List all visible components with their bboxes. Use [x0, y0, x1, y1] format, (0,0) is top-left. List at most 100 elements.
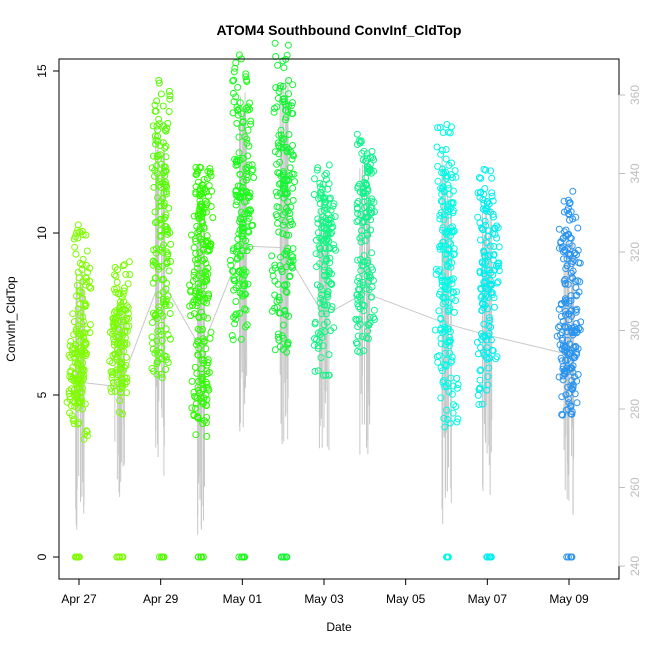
- data-point: [358, 227, 365, 235]
- data-point: [230, 98, 238, 106]
- data-point: [73, 325, 81, 333]
- data-point: [241, 290, 249, 298]
- data-point: [487, 336, 495, 344]
- data-point: [286, 272, 294, 280]
- data-point: [355, 303, 363, 311]
- data-point: [75, 274, 83, 282]
- data-point: [369, 266, 377, 274]
- data-point: [495, 267, 503, 275]
- data-point: [244, 227, 252, 235]
- data-point: [440, 211, 448, 219]
- data-point: [229, 89, 237, 97]
- data-point: [163, 124, 171, 132]
- data-point: [477, 174, 485, 182]
- data-point: [156, 227, 164, 234]
- zero-point: [238, 553, 245, 561]
- data-point: [158, 276, 166, 284]
- data-point: [483, 207, 490, 215]
- data-point: [201, 268, 209, 276]
- data-point: [353, 130, 361, 138]
- data-point: [485, 329, 493, 337]
- data-point: [561, 322, 569, 330]
- data-point: [107, 368, 115, 376]
- data-point: [203, 277, 211, 285]
- data-point: [324, 291, 332, 298]
- data-point: [106, 357, 114, 365]
- data-point: [65, 390, 73, 398]
- data-point: [444, 380, 452, 387]
- data-point: [326, 194, 334, 202]
- data-point: [149, 345, 157, 353]
- data-point: [275, 336, 283, 344]
- data-point: [193, 170, 201, 178]
- data-point: [155, 182, 163, 189]
- data-point: [289, 196, 297, 204]
- data-point: [555, 373, 563, 381]
- data-point: [480, 278, 488, 286]
- data-point: [473, 338, 481, 346]
- data-point: [438, 281, 446, 289]
- data-point: [288, 170, 296, 178]
- data-point: [243, 78, 251, 85]
- data-point: [285, 131, 293, 138]
- data-point: [231, 320, 239, 328]
- y-tick-label: 15: [35, 64, 49, 78]
- data-point: [445, 342, 453, 350]
- data-point: [114, 266, 121, 274]
- data-point: [155, 263, 163, 271]
- data-point: [442, 294, 449, 301]
- data-point: [363, 181, 371, 189]
- zero-point: [486, 553, 494, 561]
- data-point: [490, 224, 498, 232]
- data-point: [476, 376, 484, 384]
- data-point: [187, 288, 195, 296]
- data-point: [73, 292, 80, 300]
- data-point: [234, 254, 241, 262]
- data-point: [481, 217, 489, 225]
- data-point: [328, 303, 336, 311]
- data-point: [439, 165, 446, 173]
- data-point: [569, 331, 577, 339]
- data-point: [436, 291, 443, 298]
- data-point: [275, 150, 283, 158]
- data-point: [495, 259, 503, 267]
- data-point: [230, 68, 238, 76]
- data-point: [477, 188, 485, 196]
- data-point: [354, 332, 362, 340]
- data-point: [149, 319, 156, 326]
- data-point: [194, 351, 202, 359]
- data-point: [319, 342, 327, 350]
- data-point: [354, 256, 362, 264]
- data-point: [272, 211, 280, 219]
- data-point: [197, 164, 205, 172]
- data-point: [70, 331, 78, 338]
- data-point: [157, 233, 164, 241]
- data-point: [484, 305, 492, 313]
- data-point: [156, 349, 164, 356]
- x-tick-label: Apr 29: [143, 592, 179, 606]
- data-point: [149, 152, 157, 160]
- data-point: [479, 259, 486, 267]
- data-point: [453, 418, 461, 426]
- data-point: [232, 93, 240, 101]
- data-point: [274, 219, 282, 227]
- data-point: [124, 304, 132, 312]
- data-point: [358, 149, 366, 157]
- data-point: [441, 361, 449, 369]
- data-point: [353, 316, 361, 324]
- data-point: [197, 235, 205, 243]
- data-point: [485, 314, 493, 322]
- data-point: [87, 284, 95, 292]
- data-point: [111, 315, 119, 323]
- data-point: [156, 142, 164, 149]
- data-point: [280, 64, 288, 72]
- data-point: [77, 394, 85, 402]
- data-point: [447, 171, 455, 179]
- data-point: [274, 333, 282, 341]
- data-point: [443, 406, 450, 414]
- data-point: [562, 391, 570, 399]
- data-point: [152, 310, 159, 318]
- data-point: [439, 183, 447, 191]
- data-point: [289, 142, 296, 149]
- data-point: [560, 197, 568, 205]
